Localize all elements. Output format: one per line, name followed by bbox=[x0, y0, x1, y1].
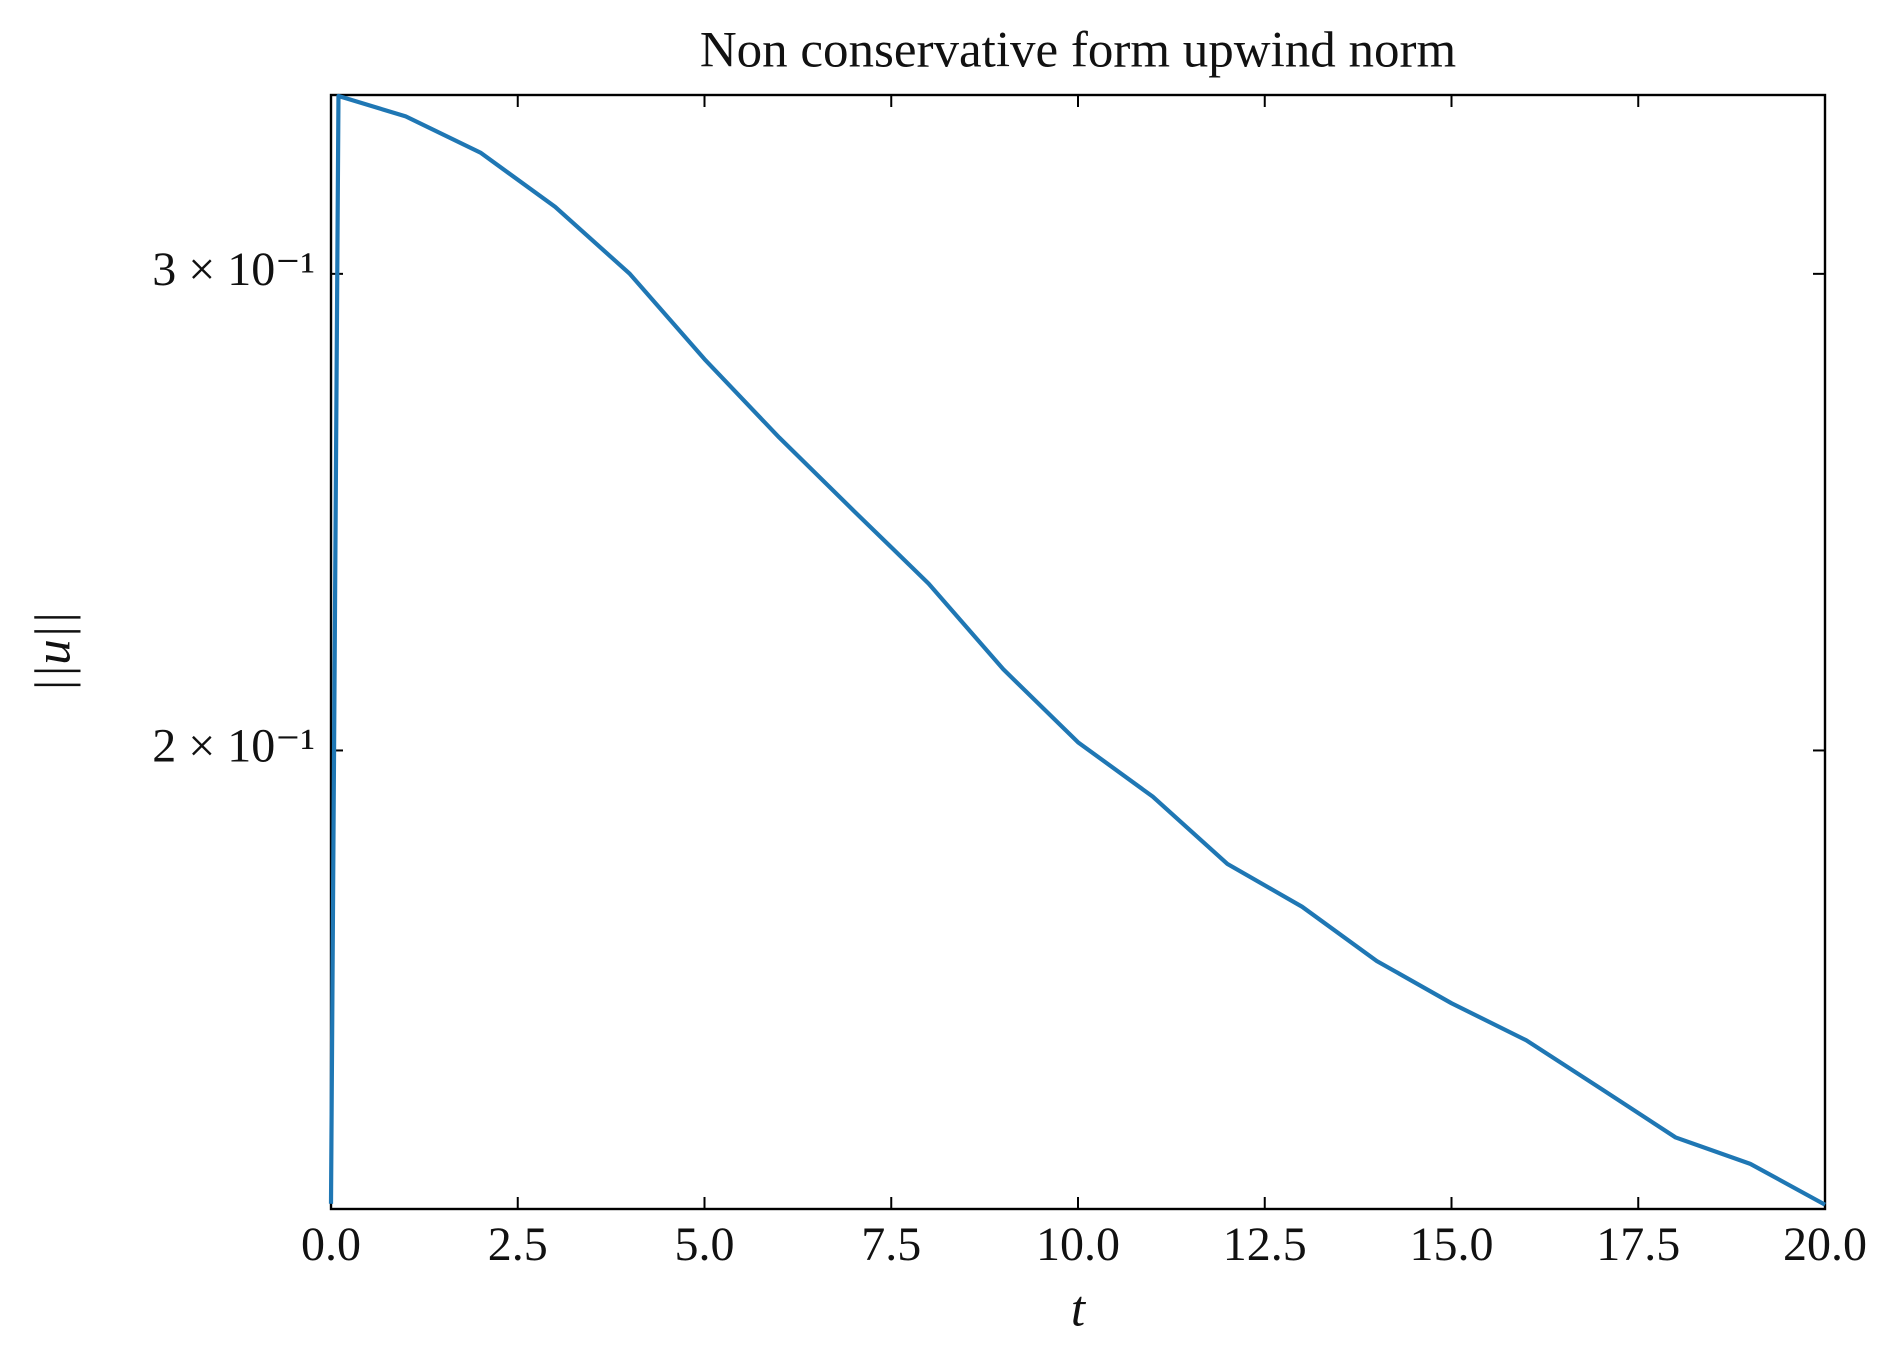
x-tick-label: 17.5 bbox=[1596, 1218, 1680, 1271]
y-tick-label: 2 × 10⁻¹ bbox=[152, 719, 315, 772]
x-tick-label: 20.0 bbox=[1783, 1218, 1867, 1271]
x-tick-label: 0.0 bbox=[301, 1218, 361, 1271]
x-tick-label: 12.5 bbox=[1223, 1218, 1307, 1271]
y-axis-label: ||u|| bbox=[26, 611, 82, 693]
chart-title: Non conservative form upwind norm bbox=[700, 23, 1456, 79]
x-tick-label: 15.0 bbox=[1410, 1218, 1494, 1271]
x-tick-label: 5.0 bbox=[675, 1218, 735, 1271]
x-tick-label: 7.5 bbox=[861, 1218, 921, 1271]
data-line bbox=[328, 93, 1827, 1207]
x-tick-label: 10.0 bbox=[1036, 1218, 1120, 1271]
axes-frame bbox=[329, 93, 1827, 1211]
x-tick-label: 2.5 bbox=[488, 1218, 548, 1271]
x-axis-label: t bbox=[1071, 1282, 1087, 1338]
y-tick-label: 3 × 10⁻¹ bbox=[152, 243, 315, 296]
